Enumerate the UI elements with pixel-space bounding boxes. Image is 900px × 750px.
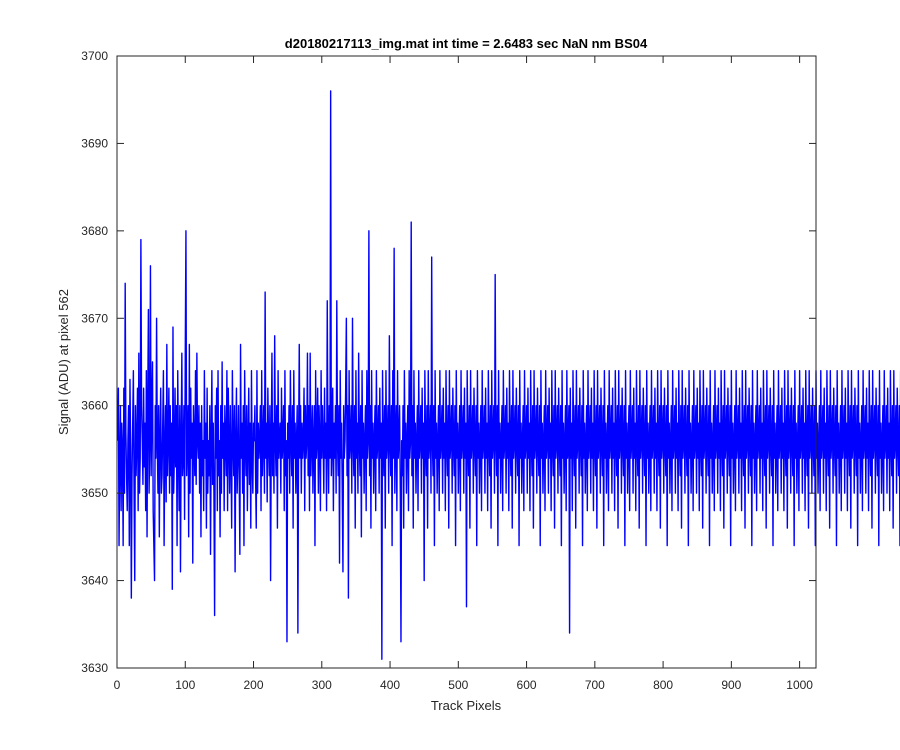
y-tick-label: 3630 bbox=[81, 661, 108, 675]
y-tick-label: 3660 bbox=[81, 399, 108, 413]
x-tick-label: 100 bbox=[175, 678, 195, 692]
x-tick-label: 700 bbox=[585, 678, 605, 692]
y-tick-label: 3690 bbox=[81, 136, 108, 150]
series-line bbox=[116, 90, 900, 660]
x-tick-label: 600 bbox=[517, 678, 537, 692]
y-tick-label: 3650 bbox=[81, 486, 108, 500]
x-axis-label: Track Pixels bbox=[431, 698, 502, 713]
y-tick-label: 3680 bbox=[81, 224, 108, 238]
y-tick-label: 3670 bbox=[81, 311, 108, 325]
axes-box bbox=[116, 55, 817, 669]
y-tick-label: 3640 bbox=[81, 574, 108, 588]
x-tick-label: 400 bbox=[380, 678, 400, 692]
y-axis-label: Signal (ADU) at pixel 562 bbox=[56, 289, 71, 435]
x-tick-label: 200 bbox=[244, 678, 264, 692]
chart-title: d20180217113_img.mat int time = 2.6483 s… bbox=[285, 36, 648, 51]
data-layer bbox=[116, 90, 900, 660]
x-tick-label: 500 bbox=[448, 678, 468, 692]
x-axis-ticks: 0 100 200 300 400 500 600 700 800 900 1000 bbox=[114, 56, 813, 692]
x-tick-label: 900 bbox=[721, 678, 741, 692]
x-tick-label: 1000 bbox=[786, 678, 813, 692]
y-tick-label: 3700 bbox=[81, 49, 108, 63]
x-tick-label: 800 bbox=[653, 678, 673, 692]
x-tick-label: 300 bbox=[312, 678, 332, 692]
x-tick-label: 0 bbox=[114, 678, 121, 692]
y-axis-ticks: 3630 3640 3650 3660 3670 3680 3690 3700 bbox=[81, 49, 816, 675]
